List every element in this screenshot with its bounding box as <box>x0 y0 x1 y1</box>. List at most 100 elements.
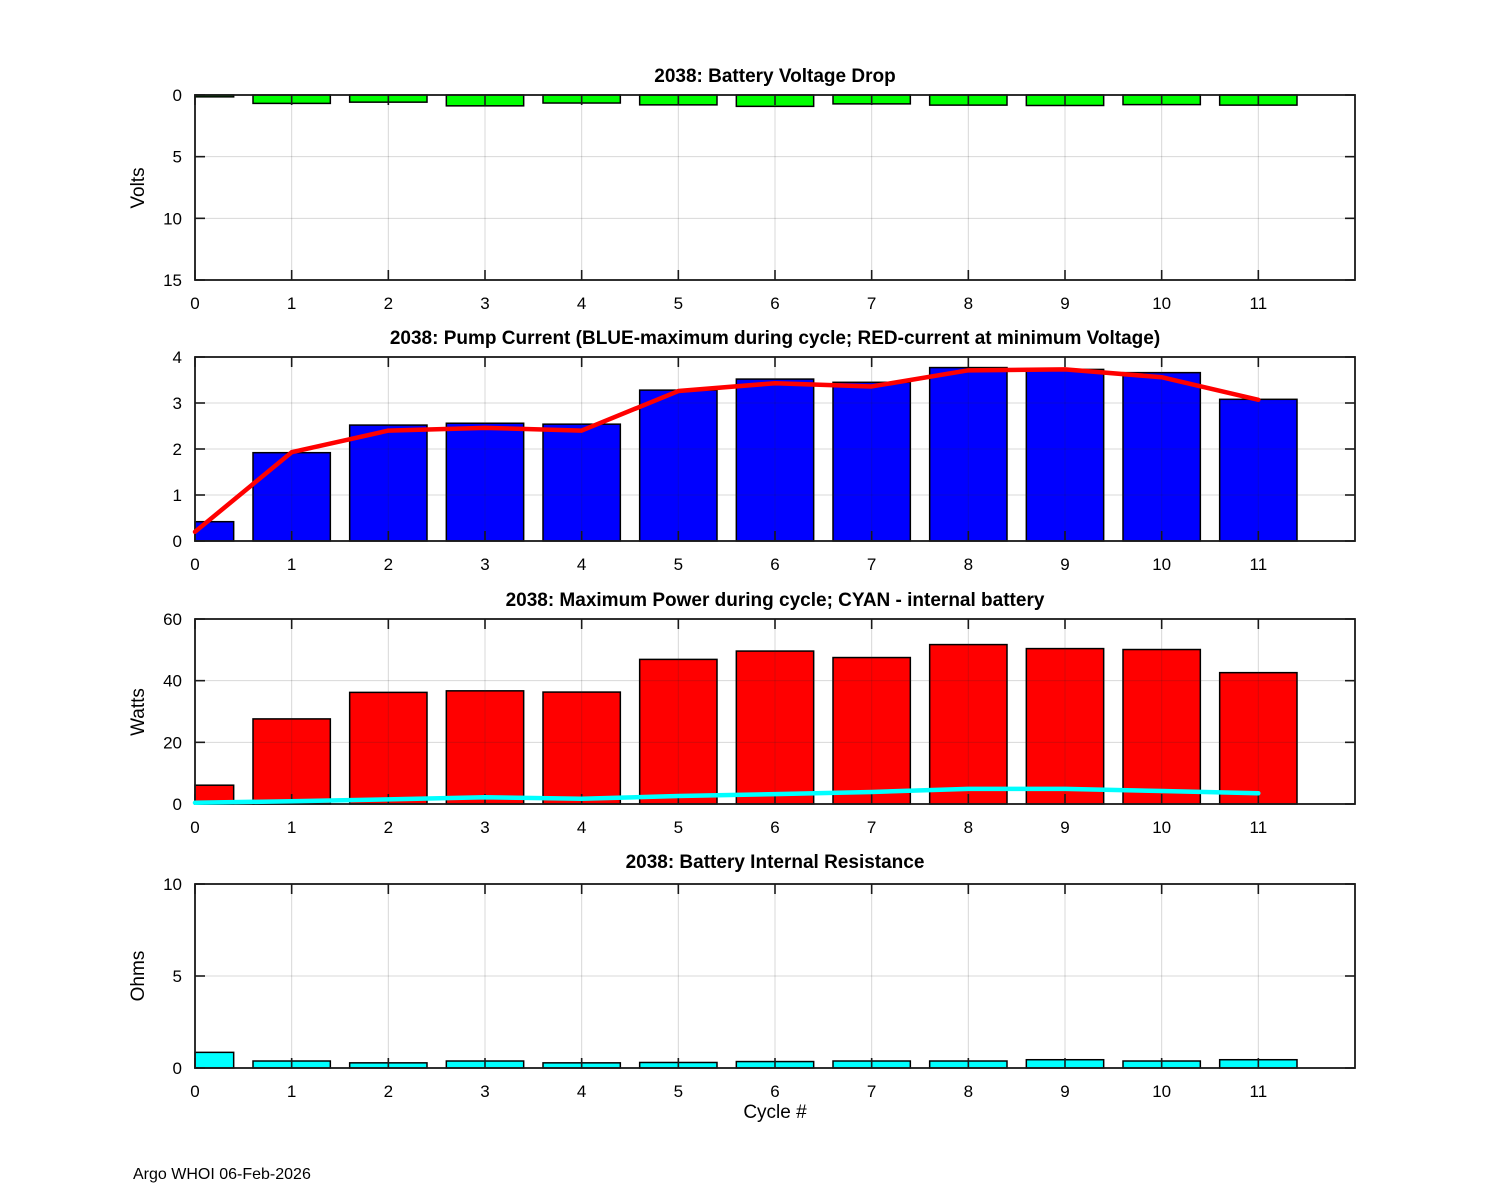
chart2-ytick-label-4: 4 <box>173 348 182 367</box>
chart3-ytick-label-20: 20 <box>163 733 182 752</box>
chart3-xtick-label-11: 11 <box>1250 818 1268 837</box>
chart1-xtick-label-9: 9 <box>1060 294 1069 313</box>
chart2-ytick-label-3: 3 <box>173 394 182 413</box>
chart1-plot: 0 1 2 3 4 5 6 7 8 9 10 11 0 5 10 15 <box>163 86 1356 313</box>
chart1-xtick-label-3: 3 <box>480 294 489 313</box>
chart3-xtick-label-4: 4 <box>577 818 586 837</box>
chart1-ytick-label-10: 10 <box>163 209 182 228</box>
chart2-bar-7 <box>832 381 912 542</box>
chart1-axes-box <box>194 94 1356 281</box>
chart4-ytick-label-5: 5 <box>173 967 182 986</box>
chart2-axes-box <box>194 356 1356 542</box>
chart4-xtick-label-10: 10 <box>1152 1082 1171 1101</box>
chart1-xtick-label-1: 1 <box>287 294 296 313</box>
chart2-xtick-label-1: 1 <box>287 555 296 574</box>
chart4-xtick-label-3: 3 <box>480 1082 489 1101</box>
chart2-title: 2038: Pump Current (BLUE-maximum during … <box>389 328 1161 349</box>
chart2-bar-5 <box>638 389 718 542</box>
chart3-xtick-label-1: 1 <box>287 818 296 837</box>
chart3-xtick-label-6: 6 <box>770 818 779 837</box>
chart3-xtick-label-2: 2 <box>384 818 393 837</box>
chart3-xtick-label-5: 5 <box>674 818 683 837</box>
chart2-xtick-label-0: 0 <box>190 555 199 574</box>
chart2-line-series <box>192 367 1261 535</box>
chart2-xtick-label-5: 5 <box>674 555 683 574</box>
chart4-xtick-label-4: 4 <box>577 1082 586 1101</box>
chart3-xtick-label-10: 10 <box>1152 818 1171 837</box>
chart1-xtick-label-2: 2 <box>384 294 393 313</box>
chart1-xtick-label-6: 6 <box>770 294 779 313</box>
chart3-xtick-label-8: 8 <box>964 818 973 837</box>
chart2-bar-11 <box>1218 398 1298 542</box>
chart2-bar-8 <box>928 366 1008 542</box>
chart3-xtick-label-9: 9 <box>1060 818 1069 837</box>
chart3-plot: 0 1 2 3 4 5 6 7 8 9 10 11 0 20 40 60 <box>163 610 1356 837</box>
chart4-xtick-label-6: 6 <box>770 1082 779 1101</box>
chart2-bar-9 <box>1025 368 1105 542</box>
chart3-bar-6 <box>735 650 815 805</box>
chart2-ytick-label-1: 1 <box>173 486 182 505</box>
chart4-bar-0 <box>194 1051 235 1069</box>
chart3-bar-11 <box>1218 671 1298 805</box>
chart1-ytick-label-15: 15 <box>163 271 182 290</box>
chart3-xtick-label-0: 0 <box>190 818 199 837</box>
chart1-ytick-label-5: 5 <box>173 148 182 167</box>
chart4-ytick-label-0: 0 <box>173 1059 182 1078</box>
chart1-ylabel: Volts <box>128 167 149 209</box>
chart3-bar-7 <box>832 656 912 805</box>
chart2-ytick-label-2: 2 <box>173 440 182 459</box>
chart4-xtick-label-7: 7 <box>867 1082 876 1101</box>
chart3-axes-box <box>194 618 1356 805</box>
chart2-xtick-label-7: 7 <box>867 555 876 574</box>
chart1-xtick-label-7: 7 <box>867 294 876 313</box>
chart3-title: 2038: Maximum Power during cycle; CYAN -… <box>505 590 1045 611</box>
chart1-xtick-label-4: 4 <box>577 294 586 313</box>
chart1-xtick-label-5: 5 <box>674 294 683 313</box>
chart4-ylabel: Ohms <box>128 950 149 1002</box>
chart3-bar-8 <box>928 643 1008 805</box>
chart1-xtick-label-10: 10 <box>1152 294 1171 313</box>
chart4-xtick-label-5: 5 <box>674 1082 683 1101</box>
chart4-plot: 0 1 2 3 4 5 6 7 8 9 10 11 0 5 10 <box>163 875 1356 1101</box>
chart3-bar-3 <box>445 690 525 805</box>
chart3-xtick-label-7: 7 <box>867 818 876 837</box>
chart2-bar-4 <box>542 423 622 542</box>
chart3-ytick-label-60: 60 <box>163 610 182 629</box>
chart4-xtick-label-9: 9 <box>1060 1082 1069 1101</box>
chart2-plot: 0 1 2 3 4 5 6 7 8 9 10 11 0 1 2 3 4 <box>173 348 1356 574</box>
chart1-xtick-label-11: 11 <box>1250 294 1268 313</box>
chart4-xtick-label-11: 11 <box>1250 1082 1268 1101</box>
chart3-ylabel: Watts <box>128 688 149 736</box>
chart2-xtick-label-4: 4 <box>577 555 586 574</box>
chart4-xtick-label-0: 0 <box>190 1082 199 1101</box>
chart3-ytick-label-0: 0 <box>173 795 182 814</box>
chart3-bar-1 <box>252 718 332 805</box>
chart1-xtick-label-0: 0 <box>190 294 199 313</box>
chart2-xtick-label-3: 3 <box>480 555 489 574</box>
chart2-bar-2 <box>348 424 428 542</box>
chart3-bar-9 <box>1025 647 1105 805</box>
chart1-title: 2038: Battery Voltage Drop <box>654 66 896 87</box>
chart2-bar-3 <box>445 422 525 542</box>
footer-note: Argo WHOI 06-Feb-2026 <box>133 1166 311 1183</box>
chart2-xtick-label-9: 9 <box>1060 555 1069 574</box>
chart3-line-series <box>192 786 1261 806</box>
chart4-xtick-label-1: 1 <box>287 1082 296 1101</box>
chart1-ytick-label-0: 0 <box>173 86 182 105</box>
chart3-bar-2 <box>348 691 428 805</box>
chart2-ytick-label-0: 0 <box>173 532 182 551</box>
chart4-title: 2038: Battery Internal Resistance <box>625 852 925 873</box>
chart4-axes-box <box>194 883 1356 1069</box>
chart2-xtick-label-11: 11 <box>1250 555 1268 574</box>
chart2-xtick-label-6: 6 <box>770 555 779 574</box>
chart4-ytick-label-10: 10 <box>163 875 182 894</box>
chart2-xtick-label-2: 2 <box>384 555 393 574</box>
chart3-bar-4 <box>542 691 622 805</box>
x-axis-label: Cycle # <box>743 1102 807 1123</box>
chart4-xtick-label-2: 2 <box>384 1082 393 1101</box>
chart2-xtick-label-10: 10 <box>1152 555 1171 574</box>
chart3-bar-5 <box>638 658 718 805</box>
chart1-xtick-label-8: 8 <box>964 294 973 313</box>
